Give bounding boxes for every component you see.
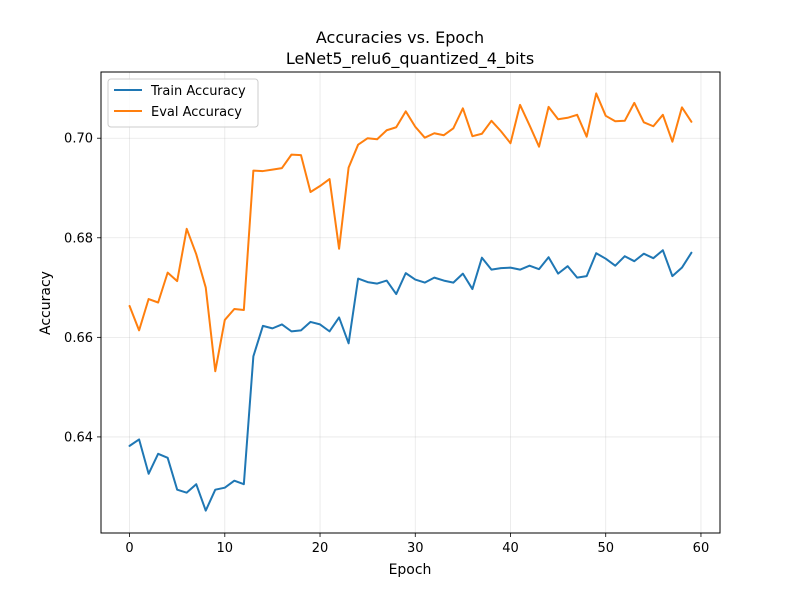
series-layer bbox=[128, 92, 693, 512]
train-accuracy-line bbox=[128, 249, 693, 512]
chart-title: Accuracies vs. Epoch bbox=[316, 28, 484, 47]
y-axis-label: Accuracy bbox=[38, 271, 54, 335]
x-tick-label: 20 bbox=[312, 541, 329, 556]
grid-layer bbox=[101, 72, 720, 533]
legend-label-train: Train Accuracy bbox=[150, 84, 246, 99]
x-tick-label: 40 bbox=[502, 541, 519, 556]
x-tick-label: 30 bbox=[407, 541, 424, 556]
x-tick-label: 10 bbox=[217, 541, 234, 556]
x-axis-label: Epoch bbox=[389, 562, 432, 578]
y-tick-label: 0.64 bbox=[64, 430, 93, 445]
chart-subtitle: LeNet5_relu6_quantized_4_bits bbox=[286, 49, 534, 69]
tick-layer: 0 10 20 30 40 50 60 0.64 0.66 0.68 0.70 bbox=[64, 132, 709, 556]
legend-box bbox=[107, 78, 259, 128]
y-tick-label: 0.66 bbox=[64, 331, 93, 346]
legend-label-eval: Eval Accuracy bbox=[151, 105, 242, 120]
legend: Train Accuracy Eval Accuracy bbox=[107, 78, 259, 128]
y-tick-label: 0.70 bbox=[64, 132, 93, 147]
plot-frame bbox=[100, 71, 721, 534]
y-tick-label: 0.68 bbox=[64, 231, 93, 246]
x-tick-label: 60 bbox=[693, 541, 710, 556]
eval-accuracy-line bbox=[128, 92, 693, 373]
x-tick-label: 0 bbox=[125, 541, 133, 556]
x-tick-label: 50 bbox=[597, 541, 614, 556]
